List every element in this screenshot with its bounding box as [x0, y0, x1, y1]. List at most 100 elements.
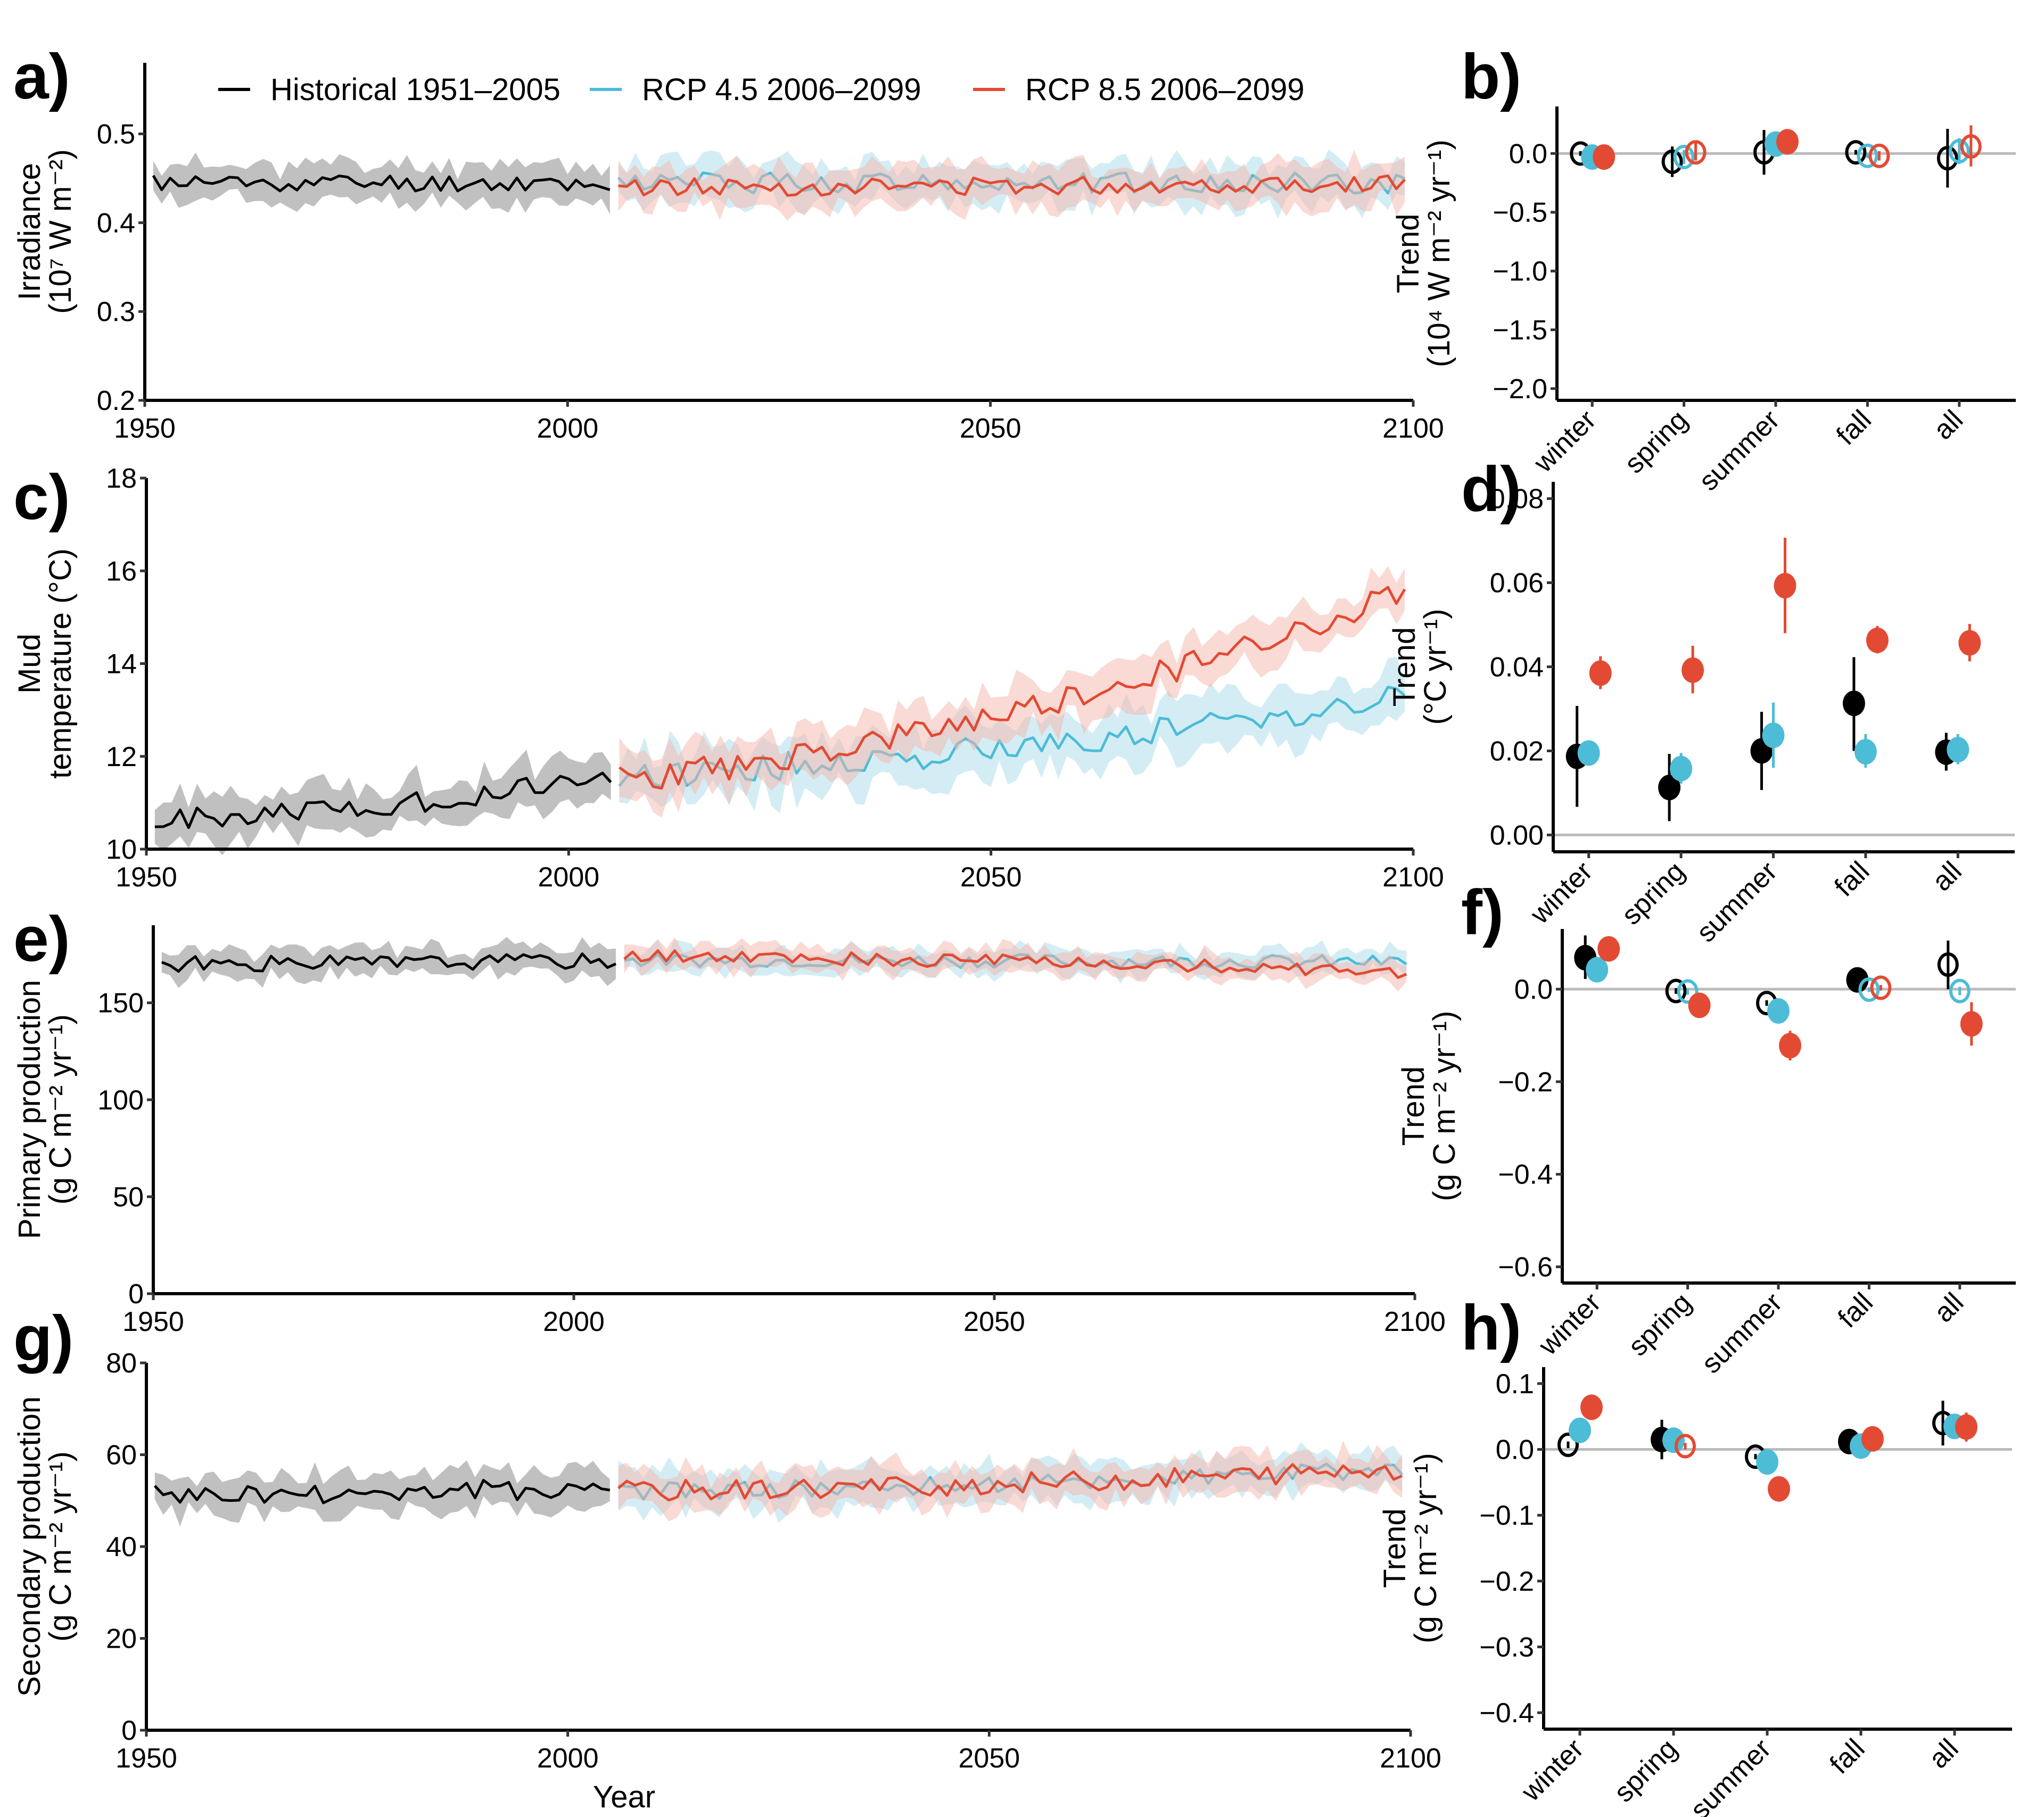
category-label-fall: fall: [1832, 1287, 1879, 1334]
point-rcp45-spring: [1673, 144, 1695, 169]
point-rcp85-summer: [1768, 1476, 1790, 1502]
y-tick-label: 0.0: [1496, 1435, 1534, 1466]
panel-label: f): [1461, 877, 1504, 948]
line-historical: [154, 771, 612, 829]
y-tick-label: −0.4: [1479, 1698, 1534, 1729]
y-tick-label: 0.0: [1509, 138, 1547, 169]
legend-label-rcp45: RCP 4.5 2006–2099: [642, 72, 921, 107]
point-rcp85-winter: [1593, 144, 1616, 170]
category-label-all: all: [1927, 404, 1969, 446]
y-tick-label: 0: [128, 1279, 144, 1310]
line-rcp85: [617, 1463, 1403, 1502]
category-label-spring: spring: [1619, 404, 1694, 479]
point-rcp85-summer: [1779, 1033, 1801, 1059]
y-tick-label: −1.5: [1493, 315, 1547, 346]
y-tick-label: 40: [106, 1532, 137, 1563]
y-tick-label: 60: [106, 1440, 137, 1471]
category-label-all: all: [1926, 856, 1968, 897]
line-historical: [161, 952, 617, 973]
y-axis-title: (°C yr⁻¹): [1418, 609, 1453, 725]
x-tick-label: 2050: [958, 1743, 1020, 1774]
y-axis-title: (g C m⁻² yr⁻¹): [43, 1014, 78, 1205]
line-rcp85: [618, 174, 1406, 197]
y-tick-label: 0.08: [1490, 484, 1544, 515]
point-rcp45-spring: [1662, 1427, 1685, 1453]
point-rcp45-spring: [1677, 979, 1699, 1004]
y-tick-label: 0.4: [97, 208, 135, 239]
x-tick-label: 2000: [537, 1743, 599, 1774]
line-historical: [154, 1478, 611, 1504]
category-label-winter: winter: [1524, 856, 1598, 930]
category-label-fall: fall: [1824, 1733, 1870, 1780]
y-tick-label: 0.3: [97, 297, 135, 327]
panel-label: g): [13, 1303, 73, 1374]
panel-label: e): [13, 903, 70, 975]
y-tick-label: 0: [121, 1715, 137, 1746]
band-rcp85: [619, 566, 1405, 818]
x-tick-label: 1950: [122, 1306, 184, 1337]
category-label-winter: winter: [1515, 1733, 1590, 1807]
y-tick-label: 0.04: [1490, 652, 1544, 683]
line-historical: [152, 174, 611, 193]
y-tick-label: 18: [106, 463, 137, 494]
y-tick-label: 150: [97, 988, 144, 1019]
category-label-spring: spring: [1622, 1287, 1697, 1362]
y-tick-label: −0.6: [1498, 1252, 1553, 1283]
point-historical-spring: [1665, 979, 1687, 1004]
legend-label-rcp85: RCP 8.5 2006–2099: [1025, 72, 1305, 107]
y-axis-title: Trend: [1396, 1066, 1431, 1146]
y-tick-label: −0.5: [1493, 198, 1547, 228]
y-axis-title: (g C m⁻² yr⁻¹): [1427, 1011, 1462, 1202]
line-rcp85: [623, 949, 1407, 979]
category-label-winter: winter: [1532, 1287, 1607, 1361]
panel-label: b): [1461, 41, 1521, 112]
panel-label: d): [1461, 454, 1521, 525]
line-rcp85: [619, 586, 1406, 790]
point-rcp85-fall: [1866, 627, 1889, 653]
y-tick-label: 14: [106, 649, 137, 680]
y-tick-label: 100: [97, 1085, 144, 1116]
panel-d: d) 0.00 0.02 0.04 0.06 0.08 winter spring summer…: [1387, 454, 2015, 948]
y-tick-label: 0.5: [97, 119, 135, 150]
x-tick-label: 2050: [960, 862, 1022, 893]
y-tick-label: −0.2: [1498, 1067, 1553, 1098]
y-axis-title: Trend: [1391, 213, 1425, 293]
point-historical-all: [1937, 952, 1959, 977]
point-rcp45-summer: [1756, 1449, 1778, 1475]
point-historical-fall: [1842, 690, 1865, 717]
x-tick-label: 1950: [116, 1743, 177, 1774]
point-rcp85-summer: [1774, 573, 1796, 599]
point-rcp45-fall: [1854, 739, 1877, 765]
point-rcp45-fall: [1857, 143, 1878, 168]
y-tick-label: −0.1: [1479, 1500, 1534, 1531]
point-rcp45-all: [1947, 737, 1969, 763]
point-rcp85-all: [1960, 134, 1982, 159]
point-rcp85-fall: [1870, 975, 1892, 1000]
y-tick-label: 80: [106, 1348, 137, 1379]
band-historical: [161, 936, 616, 988]
y-tick-label: 10: [106, 834, 137, 865]
y-tick-label: 0.00: [1490, 820, 1544, 851]
point-historical-fall: [1845, 140, 1867, 165]
point-rcp85-fall: [1868, 143, 1890, 168]
y-axis-title: Trend: [1378, 1508, 1412, 1588]
y-tick-label: −1.0: [1493, 256, 1547, 287]
x-tick-label: 1950: [114, 413, 176, 444]
category-label-spring: spring: [1616, 856, 1691, 931]
y-tick-label: 0.2: [97, 385, 135, 416]
panel-e: e) 0 50 100 150 1950 2000 2050 2100 Primary produ…: [12, 903, 1446, 1337]
y-axis-title: Secondary production: [12, 1396, 47, 1697]
y-tick-label: 0.1: [1496, 1369, 1534, 1400]
y-tick-label: 0.02: [1490, 736, 1544, 767]
category-label-all: all: [1923, 1733, 1965, 1774]
point-rcp45-summer: [1762, 722, 1785, 749]
x-tick-label: 2100: [1380, 1743, 1441, 1774]
x-tick-label: 2000: [543, 1306, 605, 1337]
point-rcp85-spring: [1675, 1434, 1696, 1459]
y-tick-label: −0.2: [1479, 1566, 1534, 1597]
band-rcp85: [618, 1441, 1403, 1522]
point-rcp45-winter: [1569, 1417, 1591, 1443]
y-axis-title: Trend: [1387, 627, 1422, 706]
y-axis-title: Primary production: [12, 980, 47, 1239]
